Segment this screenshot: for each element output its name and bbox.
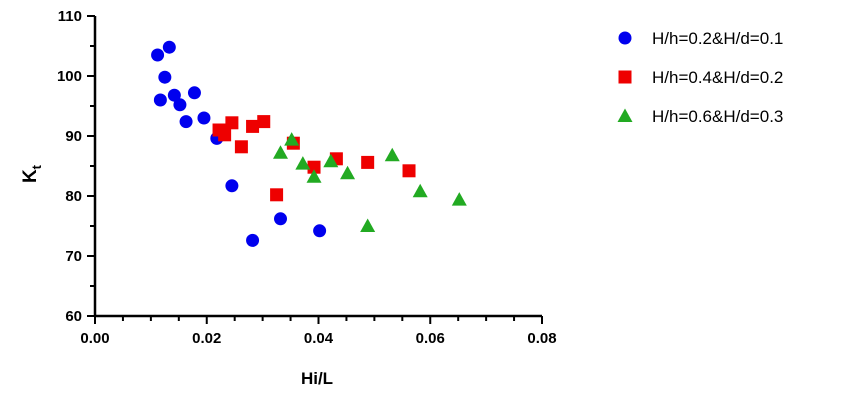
x-tick-label: 0.06: [416, 330, 445, 347]
legend-label: H/h=0.6&H/d=0.3: [652, 107, 783, 126]
legend: H/h=0.2&H/d=0.1 H/h=0.4&H/d=0.2 H/h=0.6&H/…: [617, 29, 783, 126]
x-tick-label: 0.00: [80, 330, 109, 347]
data-point-square: [246, 119, 260, 133]
data-point-circle: [151, 48, 165, 62]
data-point-circle: [197, 111, 211, 125]
data-point-triangle: [340, 165, 356, 180]
data-point-circle: [158, 70, 172, 84]
legend-label: H/h=0.2&H/d=0.1: [652, 29, 783, 48]
legend-item: H/h=0.6&H/d=0.3: [617, 107, 783, 126]
data-point-square: [361, 155, 375, 169]
data-point-triangle: [451, 192, 467, 206]
y-tick-label: 60: [65, 308, 82, 325]
y-axis-title-main: K: [20, 169, 41, 183]
x-axis-title: Hi/L: [301, 369, 333, 388]
y-axis-title-subscript: t: [29, 164, 44, 169]
data-point-square: [218, 128, 232, 142]
series-1: [151, 40, 327, 247]
legend-marker-square: [618, 70, 632, 84]
data-point-triangle: [273, 145, 289, 159]
data-point-square: [225, 116, 239, 130]
series-2: [212, 115, 416, 202]
data-point-circle: [274, 212, 288, 226]
data-point-triangle: [323, 153, 339, 168]
x-axis-ticks: 0.00 0.02 0.04 0.06 0.08: [80, 316, 557, 347]
x-tick-label: 0.04: [304, 330, 334, 347]
y-tick-label: 90: [65, 128, 82, 145]
data-point-square: [234, 140, 248, 154]
data-point-circle: [225, 179, 239, 193]
data-point-square: [307, 160, 321, 174]
data-point-circle: [153, 93, 167, 107]
x-tick-label: 0.02: [192, 330, 221, 347]
data-point-circle: [162, 40, 176, 54]
y-tick-label: 70: [65, 248, 82, 265]
data-point-circle: [167, 88, 181, 102]
data-point-triangle: [412, 183, 428, 198]
legend-label: H/h=0.4&H/d=0.2: [652, 68, 783, 87]
data-point-triangle: [295, 156, 311, 170]
legend-marker-circle: [618, 31, 632, 45]
data-point-circle: [187, 86, 201, 100]
data-point-circle: [313, 224, 327, 238]
data-point-triangle: [384, 147, 400, 162]
series-3: [273, 132, 467, 232]
data-point-square: [257, 115, 271, 129]
legend-item: H/h=0.2&H/d=0.1: [618, 29, 783, 48]
legend-marker-triangle: [617, 108, 633, 122]
data-point-square: [402, 164, 416, 178]
y-axis-title: Kt: [20, 164, 44, 183]
data-point-triangle: [360, 218, 376, 232]
data-points: [151, 40, 467, 247]
data-point-square: [270, 188, 284, 202]
data-point-triangle: [306, 169, 322, 183]
y-axis-ticks: 60 70 80 90 100 110: [57, 8, 95, 325]
data-point-circle: [173, 98, 187, 112]
x-tick-label: 0.08: [527, 330, 556, 347]
y-tick-label: 110: [58, 8, 82, 25]
data-point-circle: [179, 115, 193, 129]
data-point-circle: [246, 233, 260, 247]
y-tick-label: 80: [65, 188, 82, 205]
y-tick-label: 100: [57, 68, 82, 85]
legend-item: H/h=0.4&H/d=0.2: [618, 68, 783, 87]
data-point-triangle: [284, 132, 300, 146]
